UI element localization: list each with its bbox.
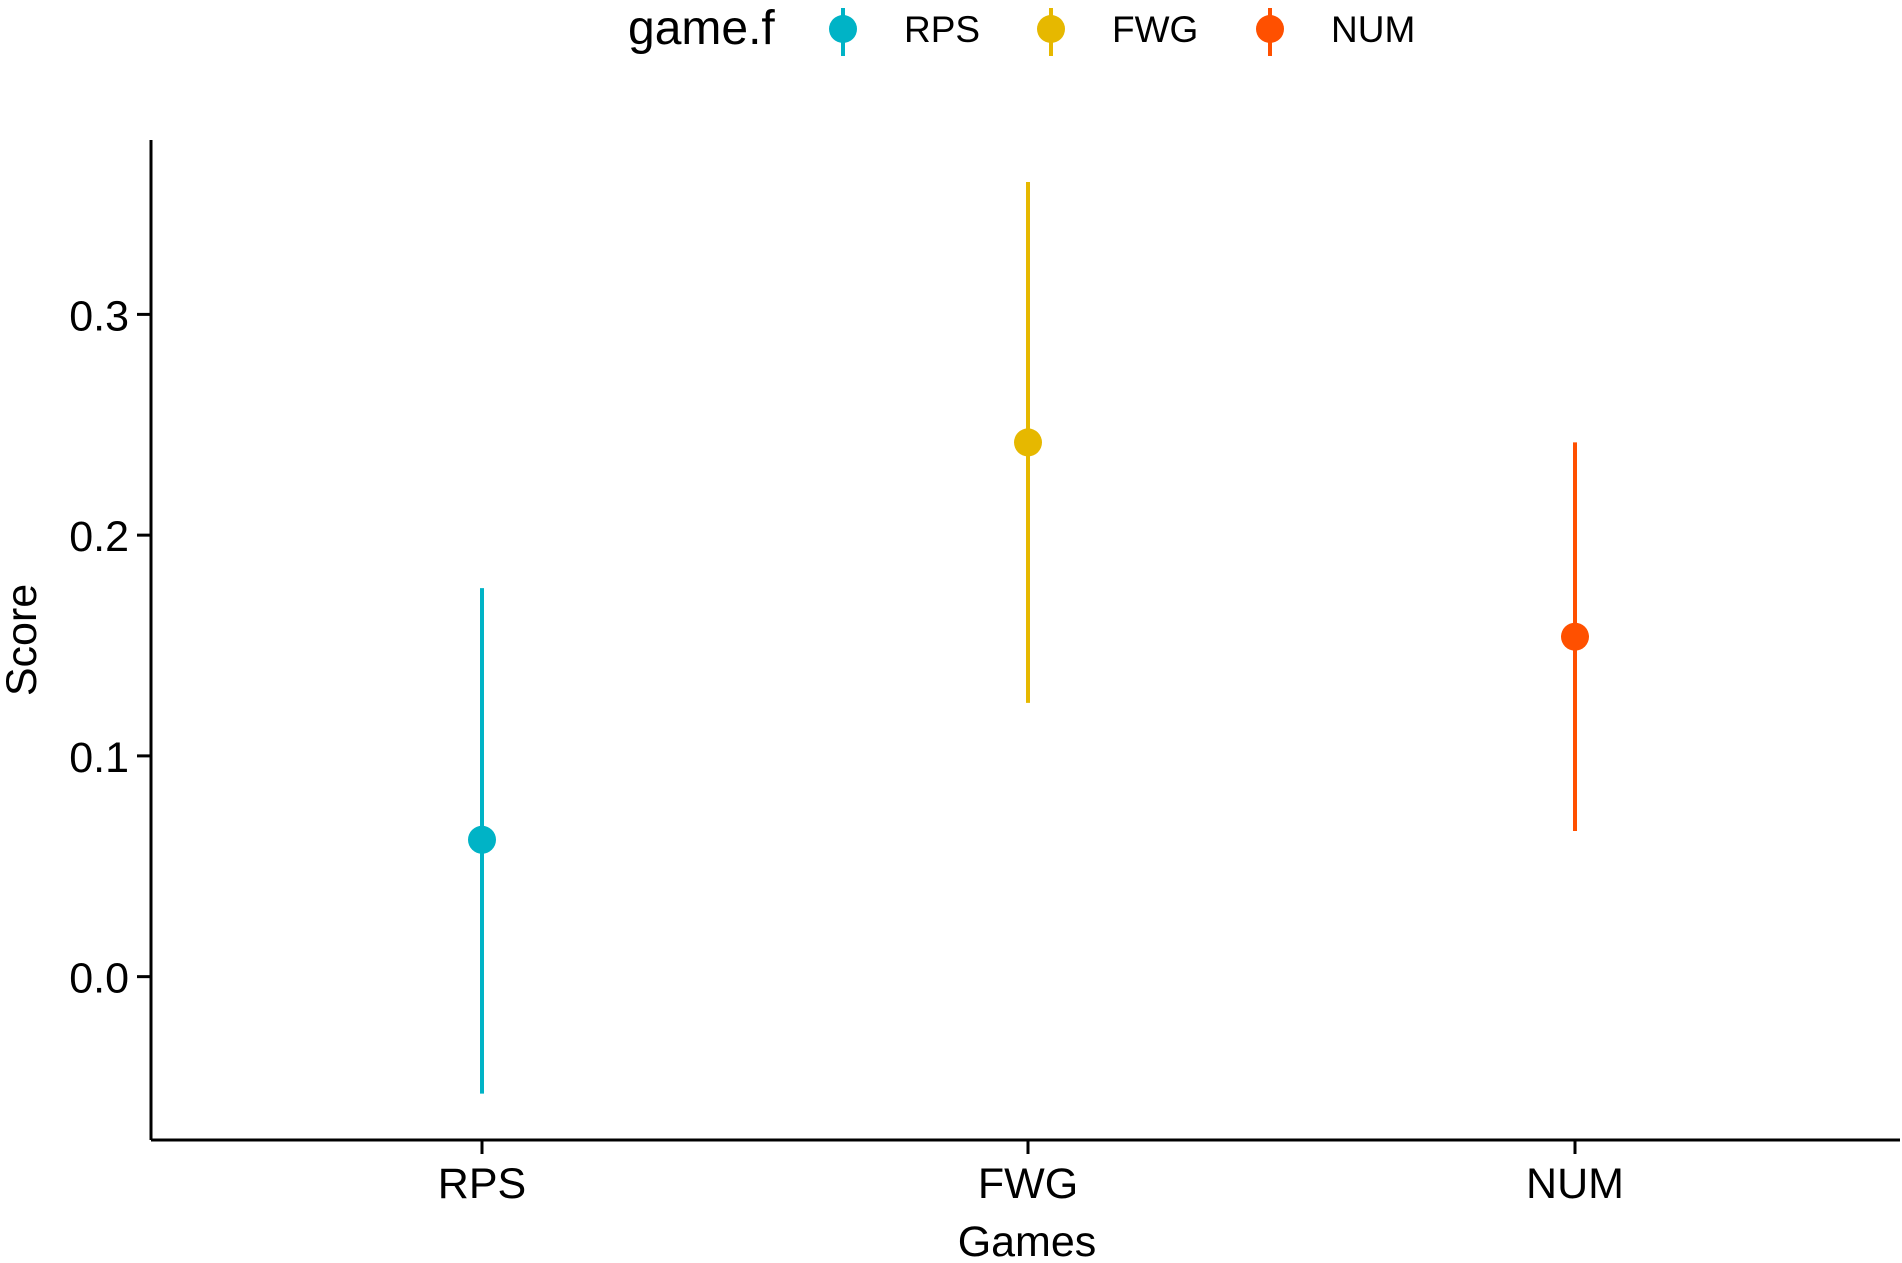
y-ticks: 0.0 0.1 0.2 0.3 — [69, 292, 151, 1003]
legend-entry-fwg: FWG — [1037, 8, 1198, 56]
x-tick-label: NUM — [1526, 1160, 1624, 1208]
y-tick-label: 0.2 — [69, 513, 129, 561]
legend-key-point — [829, 15, 857, 43]
data-point — [468, 825, 496, 854]
x-ticks: RPS FWG NUM — [438, 1140, 1624, 1208]
legend-label: FWG — [1112, 9, 1198, 50]
y-tick-label: 0.0 — [69, 955, 129, 1003]
point-range-num — [1561, 442, 1589, 831]
legend-title: game.f — [628, 2, 775, 55]
legend-key-point — [1256, 15, 1284, 43]
y-tick-label: 0.3 — [69, 292, 129, 340]
legend: game.f RPS FWG NUM — [628, 2, 1415, 56]
point-range-fwg — [1014, 181, 1042, 703]
data-point — [1014, 428, 1042, 457]
legend-entry-num: NUM — [1256, 8, 1415, 56]
legend-label: RPS — [904, 9, 980, 50]
x-tick-label: RPS — [438, 1160, 526, 1208]
y-axis-title: Score — [0, 584, 46, 696]
legend-entry-rps: RPS — [829, 8, 980, 56]
legend-key-point — [1037, 15, 1065, 43]
data-point — [1561, 622, 1589, 651]
x-axis-title: Games — [958, 1218, 1097, 1258]
x-tick-label: FWG — [978, 1160, 1078, 1208]
point-range-rps — [468, 588, 496, 1094]
data-marks — [468, 181, 1589, 1094]
y-tick-label: 0.1 — [69, 734, 129, 782]
axes: 0.0 0.1 0.2 0.3 RPS FWG NUM — [69, 140, 1900, 1208]
legend-entries: RPS FWG NUM — [829, 8, 1415, 56]
legend-label: NUM — [1331, 9, 1415, 50]
